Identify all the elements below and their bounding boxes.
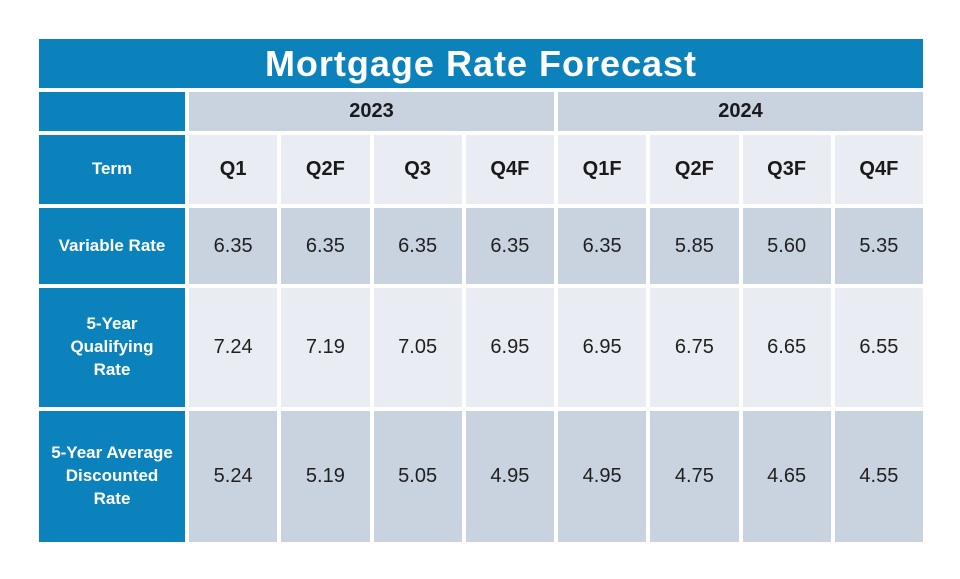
quarter-header: Q1F <box>558 135 647 204</box>
quarter-header: Q4F <box>834 135 923 204</box>
value-cell: 5.19 <box>281 411 370 542</box>
corner-spacer-cell <box>39 92 185 131</box>
value-cell: 5.85 <box>650 208 739 284</box>
value-cell: 6.65 <box>742 288 831 407</box>
quarter-header: Q3 <box>373 135 462 204</box>
row-label-qualifying-rate: 5-Year Qualifying Rate <box>39 288 185 407</box>
year-header-2024: 2024 <box>558 92 923 131</box>
value-cell: 5.35 <box>834 208 923 284</box>
quarter-header: Q4F <box>465 135 554 204</box>
row-label-variable-rate: Variable Rate <box>39 208 185 284</box>
value-cell: 5.60 <box>742 208 831 284</box>
row-header-term: Term <box>39 135 185 204</box>
value-cell: 4.95 <box>465 411 554 542</box>
value-cell: 6.35 <box>558 208 647 284</box>
value-cell: 6.95 <box>558 288 647 407</box>
value-cell: 6.35 <box>373 208 462 284</box>
value-cell: 5.05 <box>373 411 462 542</box>
value-cell: 7.05 <box>373 288 462 407</box>
value-cell: 6.55 <box>834 288 923 407</box>
value-cell: 4.95 <box>558 411 647 542</box>
quarter-header: Q1 <box>189 135 278 204</box>
value-cell: 4.55 <box>834 411 923 542</box>
value-cell: 6.95 <box>465 288 554 407</box>
row-label-average-discounted-rate: 5-Year Average Discounted Rate <box>39 411 185 542</box>
year-header-2023: 2023 <box>189 92 554 131</box>
quarter-header: Q3F <box>742 135 831 204</box>
table-title: Mortgage Rate Forecast <box>39 39 923 88</box>
value-cell: 6.35 <box>189 208 278 284</box>
value-cell: 5.24 <box>189 411 278 542</box>
value-cell: 6.35 <box>465 208 554 284</box>
value-cell: 6.75 <box>650 288 739 407</box>
quarter-header: Q2F <box>650 135 739 204</box>
value-cell: 6.35 <box>281 208 370 284</box>
mortgage-rate-forecast-table: Mortgage Rate Forecast 2023 2024 Term Q1… <box>39 39 923 542</box>
quarter-header: Q2F <box>281 135 370 204</box>
value-cell: 4.75 <box>650 411 739 542</box>
value-cell: 4.65 <box>742 411 831 542</box>
value-cell: 7.24 <box>189 288 278 407</box>
value-cell: 7.19 <box>281 288 370 407</box>
